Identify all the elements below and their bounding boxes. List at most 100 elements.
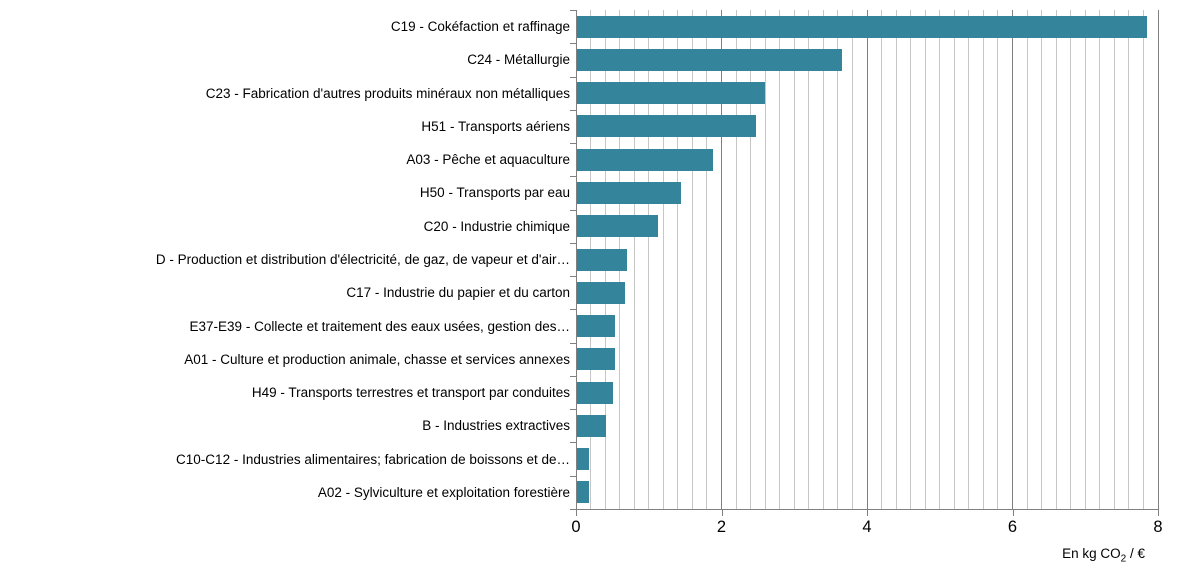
- category-label: H51 - Transports aériens: [421, 118, 570, 134]
- bar: [576, 148, 713, 171]
- gridline-minor: [851, 10, 853, 509]
- gridline-minor: [910, 10, 912, 509]
- bar: [576, 281, 625, 304]
- y-axis-tick: [570, 143, 576, 145]
- bar: [576, 381, 614, 404]
- bar: [576, 48, 842, 71]
- category-label: A02 - Sylviculture et exploitation fores…: [317, 484, 570, 500]
- bar: [576, 414, 606, 437]
- x-axis-tick-label: 0: [571, 518, 581, 536]
- y-axis-tick: [570, 109, 576, 111]
- gridline-minor: [924, 10, 926, 509]
- x-axis-tick-label: 4: [862, 518, 872, 536]
- plot-area: [576, 10, 1159, 509]
- x-axis-tick: [1158, 510, 1159, 516]
- bar: [576, 315, 616, 338]
- y-axis-tick: [570, 375, 576, 377]
- x-axis-tick: [1012, 510, 1014, 516]
- gridline-minor: [648, 10, 650, 509]
- gridline-major: [721, 10, 722, 509]
- x-axis-unit-prefix: En kg CO: [1062, 546, 1121, 561]
- bar: [576, 115, 757, 138]
- x-axis-tick: [867, 510, 868, 516]
- x-axis-tick-label: 8: [1153, 518, 1163, 536]
- gridline-minor: [662, 10, 664, 509]
- gridline-minor: [691, 10, 693, 509]
- bar: [576, 348, 615, 371]
- x-axis-tick-label: 2: [716, 518, 727, 536]
- category-label: B - Industries extractives: [422, 418, 570, 434]
- gridline-minor: [1142, 10, 1144, 509]
- gridline-minor: [764, 10, 766, 509]
- gridline-minor: [1026, 10, 1028, 509]
- gridline-minor: [1113, 10, 1115, 509]
- x-axis-tick: [721, 510, 723, 516]
- y-axis-tick: [570, 309, 576, 311]
- category-label: A01 - Culture et production animale, cha…: [184, 351, 570, 367]
- x-axis-tick: [576, 510, 577, 516]
- x-axis-unit-subscript: 2: [1120, 553, 1127, 565]
- x-axis-tick-label: 6: [1007, 518, 1018, 536]
- bar: [576, 448, 590, 471]
- gridline-minor: [1055, 10, 1057, 509]
- gridline-major: [1157, 10, 1159, 509]
- gridline-minor: [881, 10, 883, 509]
- y-axis-tick: [570, 475, 576, 477]
- category-label: C23 - Fabrication d'autres produits miné…: [205, 85, 570, 101]
- gridline-minor: [982, 10, 984, 509]
- gridline-minor: [706, 10, 708, 509]
- bar: [576, 248, 627, 271]
- gridline-minor: [735, 10, 737, 509]
- category-label: D - Production et distribution d'électri…: [155, 252, 570, 267]
- gridline-minor: [1041, 10, 1043, 509]
- bar: [576, 82, 766, 105]
- gridline-minor: [837, 10, 839, 509]
- gridline-minor: [677, 10, 679, 509]
- category-label: C10-C12 - Industries alimentaires; fabri…: [176, 451, 570, 467]
- y-axis-tick: [570, 176, 576, 178]
- x-axis-unit-suffix: / €: [1126, 546, 1145, 561]
- category-label: H49 - Transports terrestres et transport…: [251, 385, 570, 401]
- gridline-major: [866, 10, 868, 509]
- y-axis-tick: [570, 242, 576, 244]
- y-axis-line: [576, 10, 577, 510]
- y-axis-tick: [570, 10, 576, 11]
- y-axis-tick: [570, 442, 576, 444]
- gridline-minor: [895, 10, 897, 509]
- bar: [576, 181, 682, 204]
- y-axis-tick: [570, 342, 576, 344]
- gridline-minor: [1070, 10, 1072, 509]
- gridline-minor: [939, 10, 941, 509]
- gridline-minor: [633, 10, 635, 509]
- gridline-minor: [968, 10, 970, 509]
- gridline-minor: [953, 10, 955, 509]
- bar: [576, 215, 659, 238]
- gridline-minor: [808, 10, 810, 509]
- y-axis-tick: [570, 409, 576, 411]
- category-label: H50 - Transports par eau: [419, 185, 570, 201]
- y-axis-tick: [570, 76, 576, 78]
- x-axis-line: [576, 509, 1159, 510]
- y-axis-tick: [570, 509, 576, 510]
- gridline-minor: [779, 10, 781, 509]
- gridline-minor: [1084, 10, 1086, 509]
- category-label: C17 - Industrie du papier et du carton: [346, 285, 570, 301]
- category-label: C24 - Métallurgie: [467, 52, 570, 68]
- gridline-minor: [750, 10, 752, 509]
- y-axis-tick: [570, 276, 576, 278]
- category-label: A03 - Pêche et aquaculture: [406, 152, 570, 168]
- bar: [576, 15, 1148, 38]
- gridline-minor: [1128, 10, 1130, 509]
- x-axis-unit-label: En kg CO2 / €: [1062, 546, 1145, 565]
- bar: [576, 481, 590, 504]
- gridline-minor: [997, 10, 999, 509]
- gridline-minor: [822, 10, 824, 509]
- gridline-major: [1012, 10, 1013, 509]
- category-label: E37-E39 - Collecte et traitement des eau…: [189, 318, 570, 334]
- y-axis-tick: [570, 209, 576, 211]
- gridline-minor: [793, 10, 795, 509]
- category-label: C20 - Industrie chimique: [423, 218, 570, 234]
- category-label: C19 - Cokéfaction et raffinage: [390, 19, 570, 35]
- y-axis-tick: [570, 43, 576, 45]
